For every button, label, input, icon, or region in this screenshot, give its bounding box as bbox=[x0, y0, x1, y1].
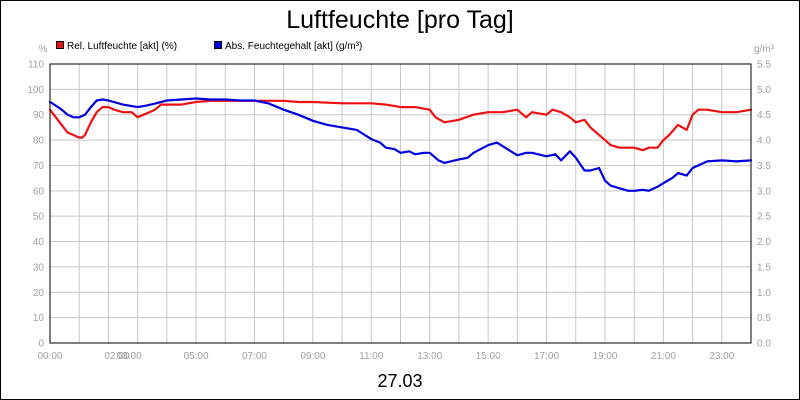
x-axis-tick-label: 02:00 bbox=[104, 351, 129, 362]
left-axis-tick-label: 50 bbox=[33, 212, 45, 223]
legend-label: Rel. Luftfeuchte [akt] (%) bbox=[67, 41, 177, 52]
legend-label: Abs. Feuchtegehalt [akt] (g/m³) bbox=[225, 41, 362, 52]
x-axis-tick-label: 00:00 bbox=[37, 351, 62, 362]
plot-frame bbox=[49, 63, 752, 344]
left-axis-tick-label: 60 bbox=[33, 186, 45, 197]
x-axis-tick-label: 05:00 bbox=[184, 351, 209, 362]
right-axis-tick-label: 1.5 bbox=[757, 262, 771, 273]
left-axis-tick-label: 10 bbox=[33, 313, 45, 324]
x-axis-tick-label: 21:00 bbox=[651, 351, 676, 362]
right-axis-tick-label: 2.0 bbox=[757, 237, 771, 248]
left-axis-tick-label: 30 bbox=[33, 262, 45, 273]
axis-ticks: 0 0.0 10 0.5 20 1.0 30 1.5 40 2.0 50 2.5 60 3.0 70 3.5 8… bbox=[27, 60, 771, 363]
right-axis-tick-label: 5.0 bbox=[757, 85, 771, 96]
x-axis-tick-label: 19:00 bbox=[592, 351, 617, 362]
left-axis-tick-label: 20 bbox=[33, 288, 45, 299]
left-axis-tick-label: 80 bbox=[33, 136, 45, 147]
right-axis-tick-label: 2.5 bbox=[757, 212, 771, 223]
x-axis-tick-label: 03:00 bbox=[117, 351, 142, 362]
right-axis-tick-label: 1.0 bbox=[757, 288, 771, 299]
legend-swatch bbox=[56, 41, 64, 49]
legend-swatch bbox=[214, 41, 222, 49]
x-axis-tick-label: 15:00 bbox=[476, 351, 501, 362]
right-axis-tick-label: 3.5 bbox=[757, 161, 771, 172]
x-axis-tick-label: 11:00 bbox=[359, 351, 384, 362]
left-axis-tick-label: 100 bbox=[27, 85, 44, 96]
left-axis-tick-label: 90 bbox=[33, 110, 45, 121]
left-axis-tick-label: 40 bbox=[33, 237, 45, 248]
chart-title: Luftfeuchte [pro Tag] bbox=[286, 6, 513, 34]
left-axis-tick-label: 110 bbox=[28, 60, 44, 71]
right-axis-tick-label: 0.5 bbox=[757, 313, 771, 324]
right-axis-tick-label: 5.5 bbox=[757, 60, 771, 71]
left-axis-unit: % bbox=[39, 44, 48, 55]
right-axis-unit: g/m³ bbox=[754, 44, 775, 55]
left-axis-tick-label: 0 bbox=[38, 339, 44, 350]
right-axis-tick-label: 4.5 bbox=[757, 110, 771, 121]
series-line-absolute-humidity bbox=[48, 97, 753, 192]
series-line-relative-humidity bbox=[48, 99, 753, 152]
x-axis-tick-label: 13:00 bbox=[417, 351, 442, 362]
right-axis-tick-label: 0.0 bbox=[757, 339, 771, 350]
right-axis-tick-label: 4.0 bbox=[757, 136, 771, 147]
x-axis-tick-label: 17:00 bbox=[534, 351, 559, 362]
left-axis-tick-label: 70 bbox=[33, 161, 45, 172]
chart-legend: Rel. Luftfeuchte [akt] (%) Abs. Feuchtege… bbox=[56, 41, 362, 52]
x-axis-tick-label: 07:00 bbox=[242, 351, 267, 362]
series-layer bbox=[48, 97, 753, 192]
right-axis-tick-label: 3.0 bbox=[757, 186, 771, 197]
x-axis-tick-label: 23:00 bbox=[709, 351, 734, 362]
chart-grid bbox=[50, 64, 751, 343]
date-label: 27.03 bbox=[377, 371, 422, 391]
x-axis-tick-label: 09:00 bbox=[300, 351, 325, 362]
